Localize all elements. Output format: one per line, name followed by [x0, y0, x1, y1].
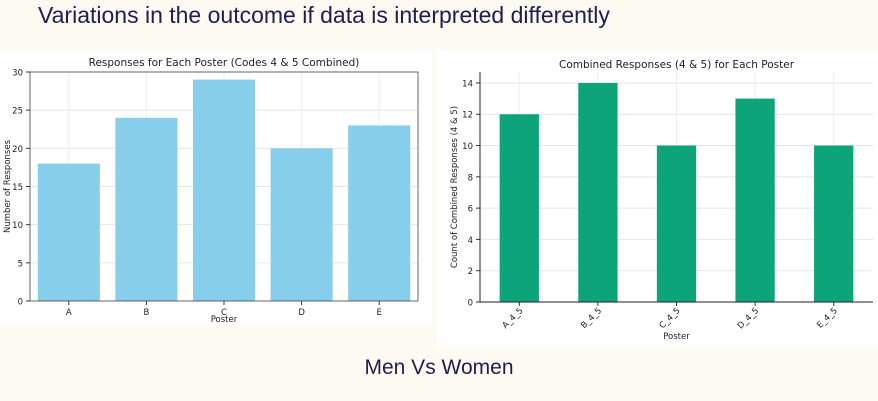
chart-panel-right: 0 2 4 6 8 10 12 14 A_4_5 B_4_5 C_4_5 D_4_5 E_4_5 Comb… [437, 50, 878, 347]
left-xtick-label: C [221, 308, 227, 318]
right-ytick-label: 12 [462, 111, 473, 121]
right-y-axis-label: Count of Combined Responses (4 & 5) [450, 106, 460, 268]
left-xtick-label: A [66, 308, 72, 318]
right-bar-B_4_5 [578, 82, 618, 302]
right-bar-D_4_5 [735, 98, 775, 303]
right-xtick-label: C_4_5 [658, 306, 683, 331]
left-ytick-label: 30 [12, 69, 23, 79]
left-xtick-label: E [377, 308, 382, 318]
left-ytick-label: 25 [12, 107, 23, 117]
footer-label: Men Vs Women [364, 356, 514, 379]
left-x-axis-label: Poster [211, 315, 238, 325]
left-ytick-label: 0 [18, 298, 23, 308]
right-ytick-label: 0 [468, 299, 473, 309]
left-bar-D [270, 148, 333, 301]
right-chart-title: Combined Responses (4 & 5) for Each Post… [559, 59, 795, 71]
right-x-axis-label: Poster [663, 332, 690, 342]
left-bar-B [115, 117, 178, 301]
right-xtick-label: D_4_5 [736, 306, 761, 331]
chart-right-svg: 0 2 4 6 8 10 12 14 A_4_5 B_4_5 C_4_5 D_4_5 E_4_5 Comb… [450, 59, 873, 342]
chart-left-svg: 0 5 10 15 20 25 30 A B C D E Responses for Each Post… [3, 57, 419, 325]
left-ytick-label: 15 [12, 183, 23, 193]
right-ytick-label: 14 [462, 79, 473, 89]
left-chart-title: Responses for Each Poster (Codes 4 & 5 C… [89, 57, 360, 69]
left-xtick-label: D [298, 308, 305, 318]
right-bar-E_4_5 [814, 145, 854, 302]
left-ytick-label: 10 [12, 221, 23, 231]
right-xtick-label: A_4_5 [501, 306, 526, 331]
right-ytick-label: 2 [468, 267, 473, 277]
right-ytick-label: 6 [468, 205, 473, 215]
right-bar-C_4_5 [656, 145, 697, 302]
chart-panel-left: 0 5 10 15 20 25 30 A B C D E Responses for Each Post… [0, 50, 432, 327]
left-y-axis-label: Number of Responses [3, 139, 13, 233]
left-bar-A [37, 163, 100, 301]
left-ytick-label: 5 [18, 259, 23, 269]
left-ytick-label: 20 [12, 145, 23, 155]
left-bar-C [192, 79, 256, 301]
right-ytick-label: 8 [468, 173, 473, 183]
right-ytick-label: 4 [468, 236, 473, 246]
left-xtick-label: B [143, 308, 149, 318]
right-xtick-label: B_4_5 [579, 306, 604, 331]
slide-title: Variations in the outcome if data is int… [38, 2, 610, 28]
left-bar-E [348, 125, 411, 301]
right-bar-A_4_5 [499, 114, 539, 302]
right-xtick-label: E_4_5 [815, 306, 840, 331]
left-axes-frame [29, 71, 419, 302]
right-ytick-label: 10 [462, 142, 473, 152]
